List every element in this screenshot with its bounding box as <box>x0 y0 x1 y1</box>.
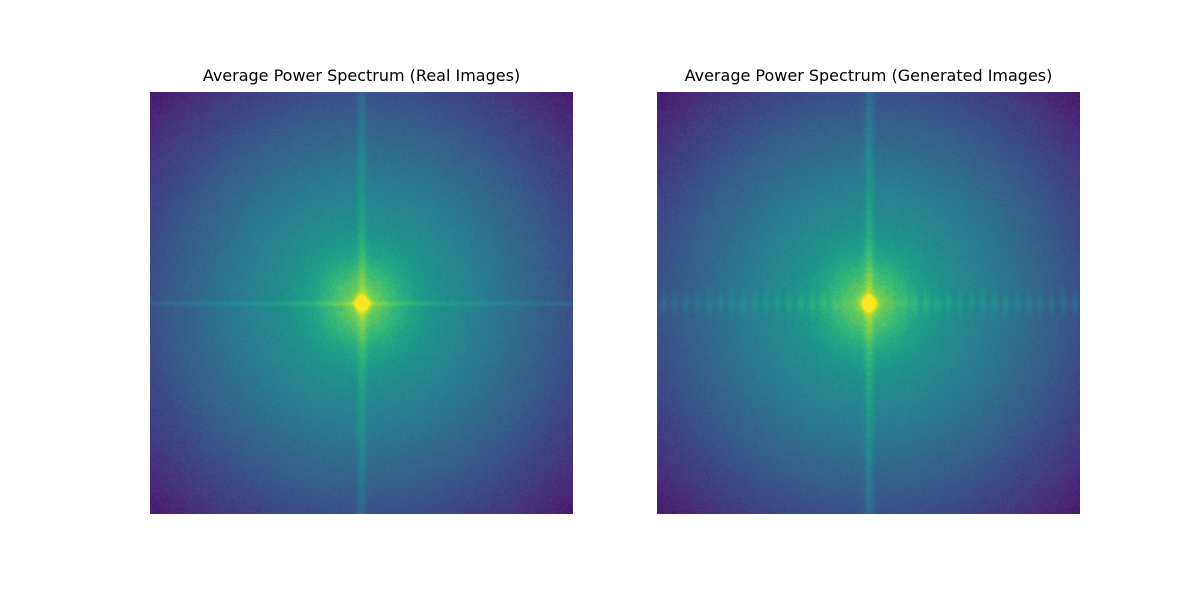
power-spectrum-real-heatmap <box>150 92 573 514</box>
chart-title-generated: Average Power Spectrum (Generated Images… <box>684 66 1053 85</box>
chart-title-real: Average Power Spectrum (Real Images) <box>202 66 521 85</box>
power-spectrum-generated-heatmap <box>657 92 1080 514</box>
